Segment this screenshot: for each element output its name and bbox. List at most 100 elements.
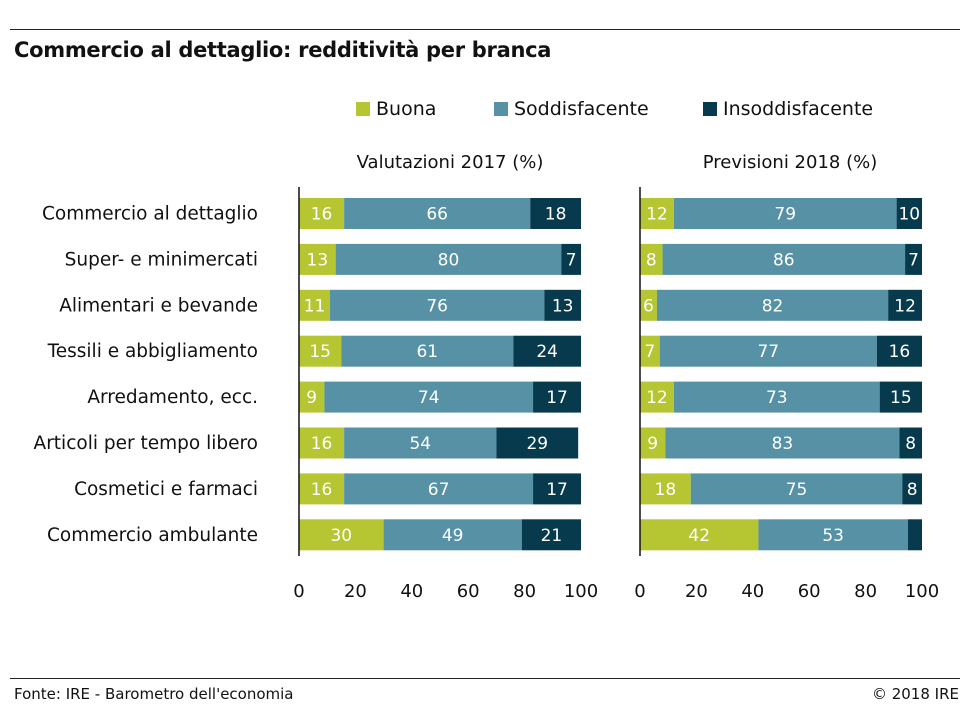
bar-segment <box>656 289 889 321</box>
data-label: 11 <box>304 296 326 316</box>
data-label: 13 <box>552 296 574 316</box>
bar-segment <box>640 198 674 229</box>
x-tick-label: 40 <box>400 581 423 602</box>
bar-segment <box>513 335 581 367</box>
bar-segment <box>640 473 691 505</box>
data-label: 17 <box>546 480 568 500</box>
data-label: 15 <box>309 342 331 362</box>
x-tick-label: 80 <box>513 581 536 602</box>
x-tick-label: 100 <box>905 581 939 602</box>
category-label: Commercio al dettaglio <box>42 204 258 225</box>
top-rule <box>10 29 960 30</box>
bar-segment <box>640 243 663 275</box>
legend-label-soddisfacente: Soddisfacente <box>514 98 649 120</box>
legend-swatch-soddisfacente <box>494 102 508 116</box>
data-label: 7 <box>644 342 655 362</box>
data-label: 21 <box>541 526 563 546</box>
category-label: Super- e minimercati <box>65 249 258 270</box>
x-tick-label: 0 <box>634 581 645 602</box>
bar-segment <box>330 289 545 321</box>
data-label: 61 <box>416 342 438 362</box>
x-tick-label: 100 <box>564 581 598 602</box>
bar-segment <box>640 427 666 459</box>
data-label: 9 <box>647 434 658 454</box>
data-label: 76 <box>426 296 448 316</box>
legend-swatch-buona <box>356 102 370 116</box>
data-label: 7 <box>908 250 919 270</box>
category-label: Alimentari e bevande <box>59 295 258 316</box>
panel-title: Valutazioni 2017 (%) <box>357 152 544 173</box>
bar-segment <box>299 427 345 459</box>
data-label: 77 <box>757 342 779 362</box>
bar-segment <box>640 381 674 413</box>
bar-segment <box>690 473 903 505</box>
bar-segment <box>561 243 581 275</box>
data-label: 16 <box>311 434 333 454</box>
bar-segment <box>299 289 331 321</box>
bar-segment <box>344 473 534 505</box>
data-label: 16 <box>311 480 333 500</box>
data-label: 83 <box>772 434 794 454</box>
bar-segment <box>888 289 922 321</box>
x-tick-label: 60 <box>798 581 821 602</box>
bar-segment <box>299 243 336 275</box>
legend-label-buona: Buona <box>376 98 437 120</box>
legend-3: Insoddisfacente <box>703 96 873 122</box>
bar-segment <box>533 473 581 505</box>
bar-segment <box>299 473 345 505</box>
data-label: 9 <box>306 388 317 408</box>
category-label: Tessili e abbigliamento <box>47 341 258 362</box>
data-label: 12 <box>646 388 668 408</box>
legend-swatch-insoddisfacente <box>703 102 717 116</box>
bar-segment <box>640 289 657 321</box>
data-label: 10 <box>898 205 920 225</box>
panel-title: Previsioni 2018 (%) <box>703 152 877 173</box>
data-label: 42 <box>688 526 710 546</box>
bar-segment <box>905 243 922 275</box>
bar-segment <box>673 198 897 229</box>
bar-segment <box>335 243 562 275</box>
data-label: 74 <box>418 388 440 408</box>
data-label: 16 <box>311 205 333 225</box>
data-label: 15 <box>890 388 912 408</box>
data-label: 12 <box>894 296 916 316</box>
data-label: 80 <box>438 250 460 270</box>
x-tick-label: 80 <box>854 581 877 602</box>
data-label: 29 <box>526 434 548 454</box>
bar-segment <box>758 519 908 551</box>
data-label: 18 <box>545 205 567 225</box>
data-label: 86 <box>773 250 795 270</box>
x-tick-label: 60 <box>457 581 480 602</box>
x-tick-label: 40 <box>741 581 764 602</box>
legend-2: Soddisfacente <box>494 96 649 122</box>
bar-segment <box>640 519 759 551</box>
category-label: Cosmetici e farmaci <box>74 479 258 500</box>
bottom-rule <box>10 678 960 679</box>
bar-segment <box>544 289 581 321</box>
category-label: Arredamento, ecc. <box>87 387 258 408</box>
data-label: 8 <box>905 434 916 454</box>
data-label: 17 <box>546 388 568 408</box>
data-label: 8 <box>646 250 657 270</box>
legend: Buona <box>356 96 436 122</box>
data-label: 7 <box>566 250 577 270</box>
x-tick-label: 20 <box>685 581 708 602</box>
bar-segment <box>299 381 325 413</box>
bar-segment <box>344 198 531 229</box>
bar-segment <box>383 519 522 551</box>
bar-segment <box>299 519 384 551</box>
bar-segment <box>533 381 581 413</box>
bar-segment <box>879 381 922 413</box>
bar-segment <box>665 427 900 459</box>
data-label: 13 <box>307 250 329 270</box>
data-label: 75 <box>786 480 808 500</box>
bar-segment <box>521 519 581 551</box>
data-label: 49 <box>442 526 464 546</box>
data-label: 82 <box>762 296 784 316</box>
x-tick-label: 20 <box>344 581 367 602</box>
data-label: 67 <box>428 480 450 500</box>
bar-segment <box>907 519 922 551</box>
category-label: Articoli per tempo libero <box>34 433 258 454</box>
data-label: 54 <box>409 434 431 454</box>
